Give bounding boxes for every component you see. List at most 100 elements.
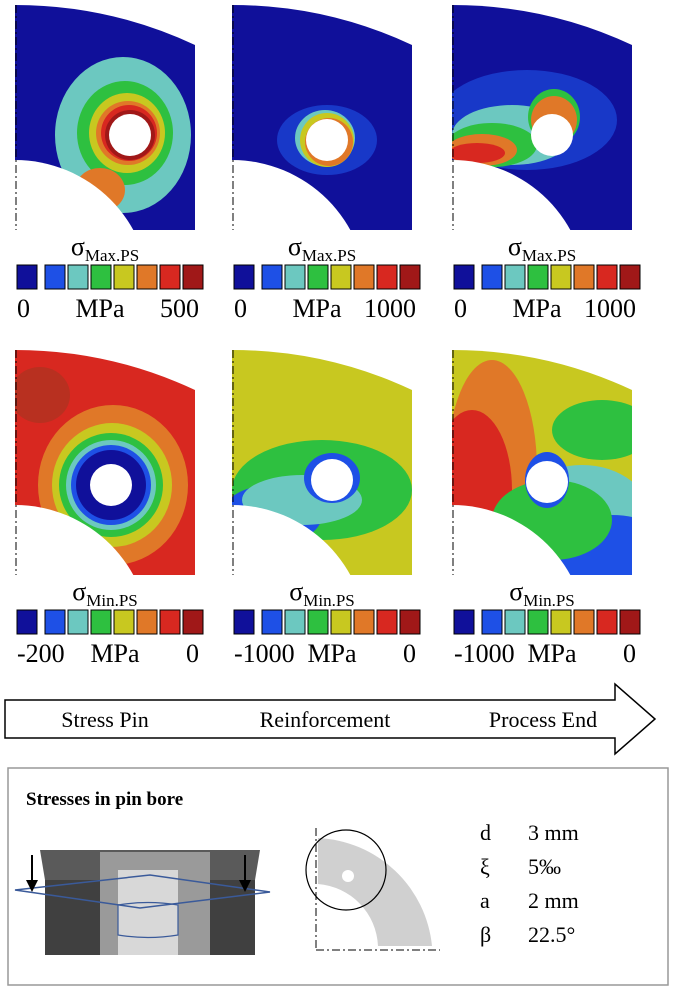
info-title: Stresses in pin bore xyxy=(26,789,183,810)
scale-swatch xyxy=(182,609,204,635)
scale-swatch xyxy=(113,264,135,290)
sector-shape xyxy=(318,838,432,946)
contour-plot xyxy=(452,5,632,230)
scale-unit: MPa xyxy=(512,294,562,323)
scale-swatch xyxy=(307,264,329,290)
pin-hole xyxy=(306,119,348,161)
contour-field xyxy=(452,350,632,575)
scale-swatch xyxy=(550,264,572,290)
scale-title: σMin.PS xyxy=(72,577,138,610)
scale-swatch xyxy=(330,264,352,290)
scale-swatch xyxy=(330,609,352,635)
scale-max: 500 xyxy=(160,294,199,323)
load-arrow-head xyxy=(239,880,251,892)
scale-min: 0 xyxy=(454,294,467,323)
arrow-shape xyxy=(4,682,657,756)
load-arrow-head xyxy=(26,880,38,892)
scale-swatch xyxy=(619,609,641,635)
contour-band xyxy=(552,400,632,460)
scale-swatch xyxy=(307,609,329,635)
scale-swatch xyxy=(67,609,89,635)
scale-swatch xyxy=(573,264,595,290)
scale-min: -200 xyxy=(17,639,65,668)
scale-swatch xyxy=(481,609,503,635)
pin-hole xyxy=(526,461,568,503)
stage-label: Process End xyxy=(489,707,597,732)
param-value: 22.5° xyxy=(528,922,575,947)
section-outline xyxy=(117,901,179,939)
scale-swatch xyxy=(481,264,503,290)
bore xyxy=(452,160,587,230)
section-plane xyxy=(14,874,271,909)
sector-sketch xyxy=(305,828,440,951)
scale-min: 0 xyxy=(234,294,247,323)
scale-subscript: Min.PS xyxy=(523,591,575,610)
scale-swatch xyxy=(159,264,181,290)
param-value: 2 mm xyxy=(528,888,579,913)
block-sketch xyxy=(14,850,271,955)
contour-plot xyxy=(232,350,412,575)
scale-swatch xyxy=(504,609,526,635)
scale-unit: MPa xyxy=(527,639,577,668)
pin-hole xyxy=(531,114,573,156)
scale-swatch xyxy=(90,264,112,290)
scale-swatch xyxy=(113,609,135,635)
scale-max: 0 xyxy=(186,639,199,668)
bore xyxy=(232,160,367,230)
pin-hole xyxy=(109,114,151,156)
contour-field xyxy=(15,350,195,575)
scale-swatch xyxy=(16,264,38,290)
scale-symbol: σ xyxy=(508,232,522,261)
scale-swatch xyxy=(261,264,283,290)
contour-plot xyxy=(15,350,195,575)
scale-subscript: Max.PS xyxy=(522,246,576,265)
scale-swatch xyxy=(16,609,38,635)
scale-max: 0 xyxy=(403,639,416,668)
scale-swatch xyxy=(399,609,421,635)
detail-circle xyxy=(305,829,387,911)
scale-swatch xyxy=(550,609,572,635)
scale-subscript: Max.PS xyxy=(302,246,356,265)
scale-swatch xyxy=(376,609,398,635)
scale-swatch xyxy=(527,609,549,635)
scale-symbol: σ xyxy=(289,577,303,606)
contour-field xyxy=(232,350,412,575)
scale-swatch xyxy=(453,609,475,635)
scale-swatch xyxy=(44,264,66,290)
param-symbol: a xyxy=(480,888,490,913)
scale-swatch xyxy=(233,609,255,635)
scale-subscript: Min.PS xyxy=(303,591,355,610)
param-symbol: ξ xyxy=(480,854,490,879)
scale-swatch xyxy=(527,264,549,290)
scale-swatch xyxy=(182,264,204,290)
bore xyxy=(232,505,367,575)
scale-swatch xyxy=(504,264,526,290)
scale-min: -1000 xyxy=(454,639,515,668)
scale-swatch xyxy=(619,264,641,290)
scale-symbol: σ xyxy=(288,232,302,261)
scale-swatch xyxy=(573,609,595,635)
contour-plot xyxy=(452,350,632,575)
stage-label: Reinforcement xyxy=(260,707,391,732)
param-value: 5‰ xyxy=(528,854,561,879)
pin-hole xyxy=(342,870,354,882)
scale-title: σMax.PS xyxy=(508,232,576,265)
scale-title: σMin.PS xyxy=(289,577,355,610)
scale-swatch xyxy=(67,264,89,290)
parameters: d 3 mm ξ 5‰ a 2 mm β 22.5° xyxy=(480,820,579,947)
scale-swatch xyxy=(136,609,158,635)
process-arrow: Stress Pin Reinforcement Process End xyxy=(4,682,657,756)
scale-swatch xyxy=(233,264,255,290)
param-symbol: β xyxy=(480,922,491,947)
scale-unit: MPa xyxy=(75,294,125,323)
contour-band xyxy=(15,367,70,423)
param-symbol: d xyxy=(480,820,491,845)
scale-subscript: Min.PS xyxy=(86,591,138,610)
contour-plots xyxy=(15,5,632,575)
scale-swatch xyxy=(399,264,421,290)
scale-swatch xyxy=(453,264,475,290)
scale-swatch xyxy=(596,264,618,290)
scale-swatch xyxy=(44,609,66,635)
scale-subscript: Max.PS xyxy=(85,246,139,265)
